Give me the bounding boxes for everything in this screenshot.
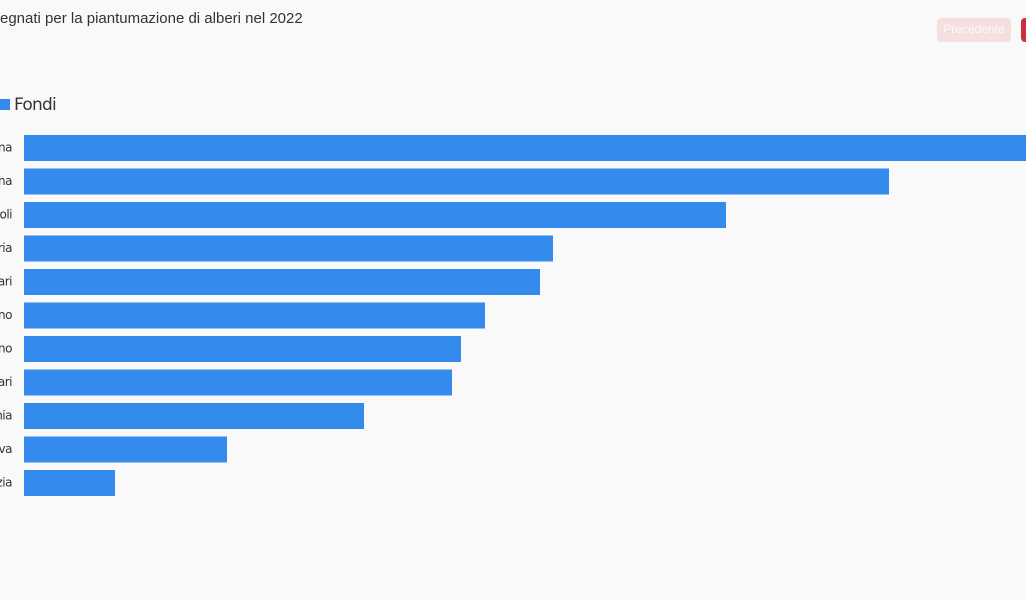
legend-swatch	[0, 99, 10, 110]
legend-label: Fondi	[14, 95, 56, 115]
chart-title: egnati per la piantumazione di alberi ne…	[0, 10, 303, 27]
bar	[24, 202, 726, 228]
bar	[24, 235, 553, 262]
y-tick-label: ria	[0, 241, 12, 255]
bar	[24, 470, 115, 496]
y-tick-label: no	[0, 342, 12, 356]
y-tick-label: nia	[0, 409, 12, 423]
bar	[24, 302, 485, 329]
next-button[interactable]	[1021, 18, 1026, 42]
y-tick-label: oli	[0, 208, 12, 222]
bar	[24, 403, 364, 429]
bar	[24, 269, 540, 295]
y-tick-label: na	[0, 141, 12, 155]
bar	[24, 336, 461, 362]
y-tick-label: na	[0, 174, 12, 188]
y-tick-label: ari	[0, 375, 12, 389]
y-tick-label: ari	[0, 275, 12, 289]
y-tick-label: va	[0, 442, 12, 456]
prev-button-bg[interactable]	[937, 18, 1011, 42]
bar	[24, 369, 452, 396]
bar	[24, 168, 889, 195]
bar	[24, 436, 227, 463]
y-tick-label: zia	[0, 476, 12, 490]
prev-button-label[interactable]: Precedente	[943, 22, 1005, 36]
bar	[24, 135, 1026, 161]
y-tick-label: no	[0, 308, 12, 322]
prev-button[interactable]: Precedente	[937, 18, 1011, 42]
